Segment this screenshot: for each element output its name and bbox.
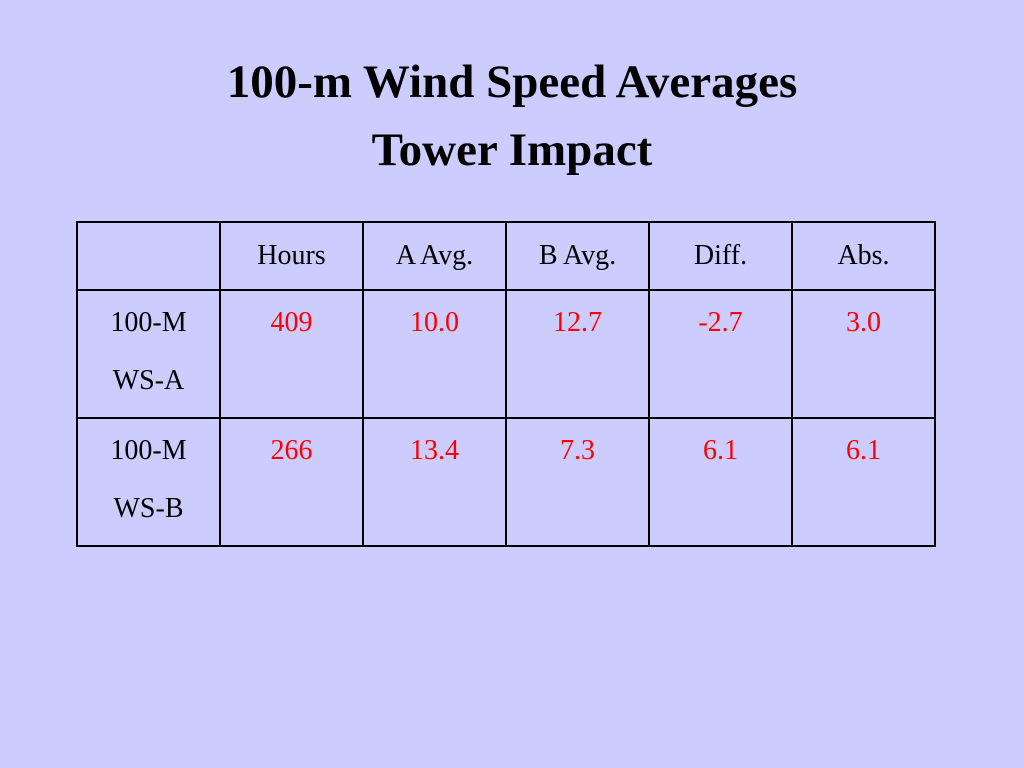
header-cell: Hours — [219, 221, 364, 291]
data-row: 100-M WS-B 266 13.4 7.3 6.1 6.1 — [76, 417, 936, 547]
row-label-line: 100-M — [110, 435, 187, 466]
row-label-line: WS-A — [112, 365, 185, 396]
value-cell: 13.4 — [362, 417, 507, 547]
header-cell: Abs. — [791, 221, 936, 291]
title-line: 100-m Wind Speed Averages — [226, 56, 798, 108]
header-row: Hours A Avg. B Avg. Diff. Abs. — [76, 221, 936, 291]
row-label: 100-M WS-B — [76, 417, 221, 547]
value-cell: 10.0 — [362, 289, 507, 419]
value-cell: 7.3 — [505, 417, 650, 547]
data-row: 100-M WS-A 409 10.0 12.7 -2.7 3.0 — [76, 289, 936, 419]
value-cell: 409 — [219, 289, 364, 419]
value-cell: 3.0 — [791, 289, 936, 419]
row-label-line: 100-M — [110, 307, 187, 338]
header-cell: A Avg. — [362, 221, 507, 291]
value-cell: 266 — [219, 417, 364, 547]
value-cell: -2.7 — [648, 289, 793, 419]
corner-cell — [76, 221, 221, 291]
row-label: 100-M WS-A — [76, 289, 221, 419]
slide-title: 100-m Wind Speed Averages Tower Impact — [0, 48, 1024, 184]
row-label-line: WS-B — [113, 493, 184, 524]
value-cell: 6.1 — [648, 417, 793, 547]
value-cell: 6.1 — [791, 417, 936, 547]
value-cell: 12.7 — [505, 289, 650, 419]
header-cell: B Avg. — [505, 221, 650, 291]
header-cell: Diff. — [648, 221, 793, 291]
title-line: Tower Impact — [371, 124, 653, 176]
data-table: Hours A Avg. B Avg. Diff. Abs. 100-M WS-A 409 10… — [76, 221, 936, 547]
